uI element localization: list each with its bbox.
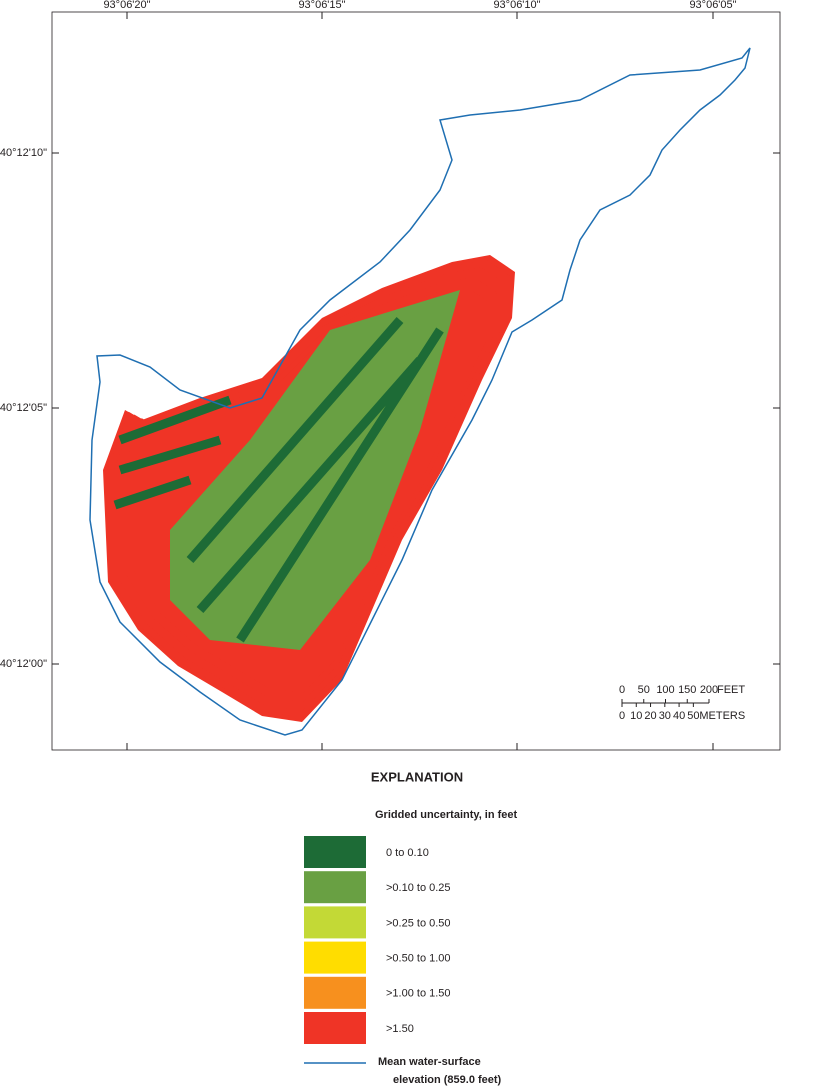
scale-label: 0	[619, 710, 625, 722]
scale-label: 50	[687, 710, 699, 722]
scale-label: 150	[678, 684, 696, 696]
map-frame	[51, 11, 781, 751]
scale-label: 50	[638, 684, 650, 696]
legend-swatch	[304, 1012, 366, 1044]
longitude-label: 93°06'20"	[103, 0, 150, 11]
scale-label: 100	[656, 684, 674, 696]
legend-label: >1.50	[386, 1023, 414, 1035]
longitude-label: 93°06'10"	[493, 0, 540, 11]
legend-label: >0.50 to 1.00	[386, 953, 451, 965]
scale-label: 30	[659, 710, 671, 722]
legend-swatch	[304, 871, 366, 904]
legend-line-label: elevation (859.0 feet)	[393, 1074, 502, 1086]
scale-label: 20	[644, 710, 656, 722]
scale-unit: METERS	[699, 710, 745, 722]
legend-line-label: Mean water-surface	[378, 1056, 481, 1068]
legend-swatch	[304, 906, 366, 939]
scale-label: 200	[700, 684, 718, 696]
legend-label: >0.10 to 0.25	[386, 882, 451, 894]
legend-swatch	[304, 976, 366, 1009]
legend-title: EXPLANATION	[371, 769, 463, 784]
scale-label: 40	[673, 710, 685, 722]
latitude-label: 40°12'00"	[0, 658, 47, 670]
scale-label: 0	[619, 684, 625, 696]
legend-subtitle: Gridded uncertainty, in feet	[375, 809, 518, 821]
longitude-label: 93°06'15"	[298, 0, 345, 11]
legend-label: >1.00 to 1.50	[386, 988, 451, 1000]
longitude-label: 93°06'05"	[689, 0, 736, 11]
scale-unit: FEET	[717, 684, 745, 696]
legend-label: >0.25 to 0.50	[386, 917, 451, 929]
legend-label: 0 to 0.10	[386, 847, 429, 859]
legend-swatch	[304, 941, 366, 974]
scale-label: 10	[630, 710, 642, 722]
latitude-label: 40°12'05"	[0, 402, 47, 414]
lake-zones	[103, 255, 515, 722]
shoreline	[89, 47, 751, 736]
track-lines	[186, 317, 444, 643]
track-lines	[113, 395, 232, 510]
latitude-label: 40°12'10"	[0, 147, 47, 159]
legend-swatch	[304, 836, 366, 868]
